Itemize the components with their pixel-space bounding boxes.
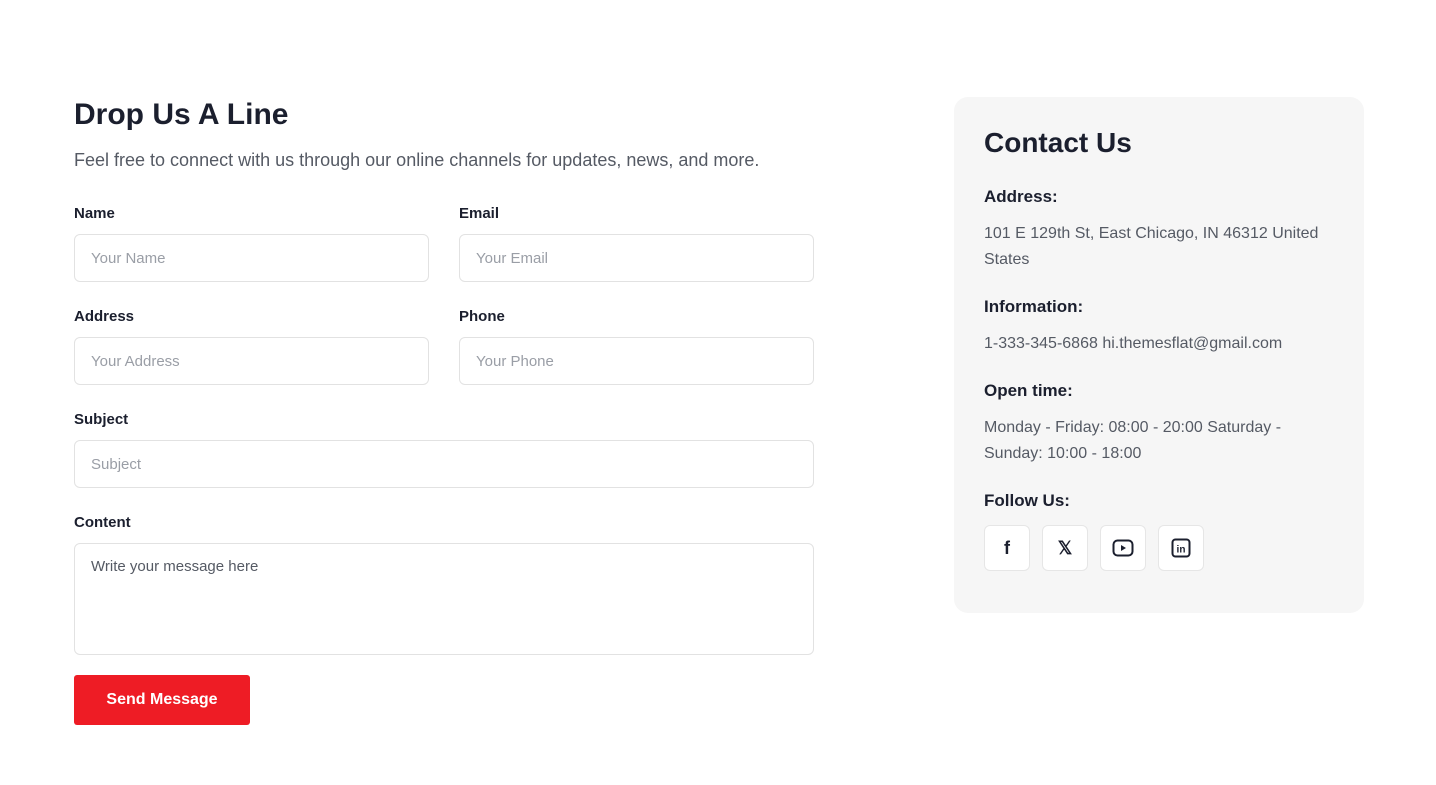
phone-label: Phone xyxy=(459,308,505,325)
subject-label: Subject xyxy=(74,411,129,428)
form-title: Drop Us A Line xyxy=(74,98,289,131)
information-heading: Information: xyxy=(984,297,1084,316)
content-label: Content xyxy=(74,514,131,531)
send-message-button[interactable]: Send Message xyxy=(74,675,250,725)
name-label: Name xyxy=(74,205,115,222)
name-input[interactable] xyxy=(74,234,429,282)
open-time-heading: Open time: xyxy=(984,381,1073,400)
svg-text:in: in xyxy=(1177,545,1186,556)
contact-form: Drop Us A Line Feel free to connect with… xyxy=(74,98,814,725)
content-textarea[interactable] xyxy=(74,543,814,655)
x-icon[interactable]: 𝕏 xyxy=(1042,525,1088,571)
form-subtitle: Feel free to connect with us through our… xyxy=(74,150,760,170)
email-input[interactable] xyxy=(459,234,814,282)
facebook-icon[interactable]: f xyxy=(984,525,1030,571)
email-label: Email xyxy=(459,205,500,222)
information-text: 1-333-345-6868 hi.themesflat@gmail.com xyxy=(984,335,1283,352)
address-heading: Address: xyxy=(984,187,1058,206)
address-label: Address xyxy=(74,308,135,325)
subject-input[interactable] xyxy=(74,440,814,488)
address-text: 101 E 129th St, East Chicago, IN 46312 U… xyxy=(984,225,1319,268)
contact-title: Contact Us xyxy=(984,127,1132,158)
contact-card: Contact Us Address: 101 E 129th St, East… xyxy=(954,97,1364,613)
linkedin-icon[interactable]: in xyxy=(1158,525,1204,571)
open-time-text: Monday - Friday: 08:00 - 20:00 Saturday … xyxy=(984,419,1282,462)
address-input[interactable] xyxy=(74,337,429,385)
youtube-icon[interactable] xyxy=(1100,525,1146,571)
phone-input[interactable] xyxy=(459,337,814,385)
follow-heading: Follow Us: xyxy=(984,491,1070,510)
